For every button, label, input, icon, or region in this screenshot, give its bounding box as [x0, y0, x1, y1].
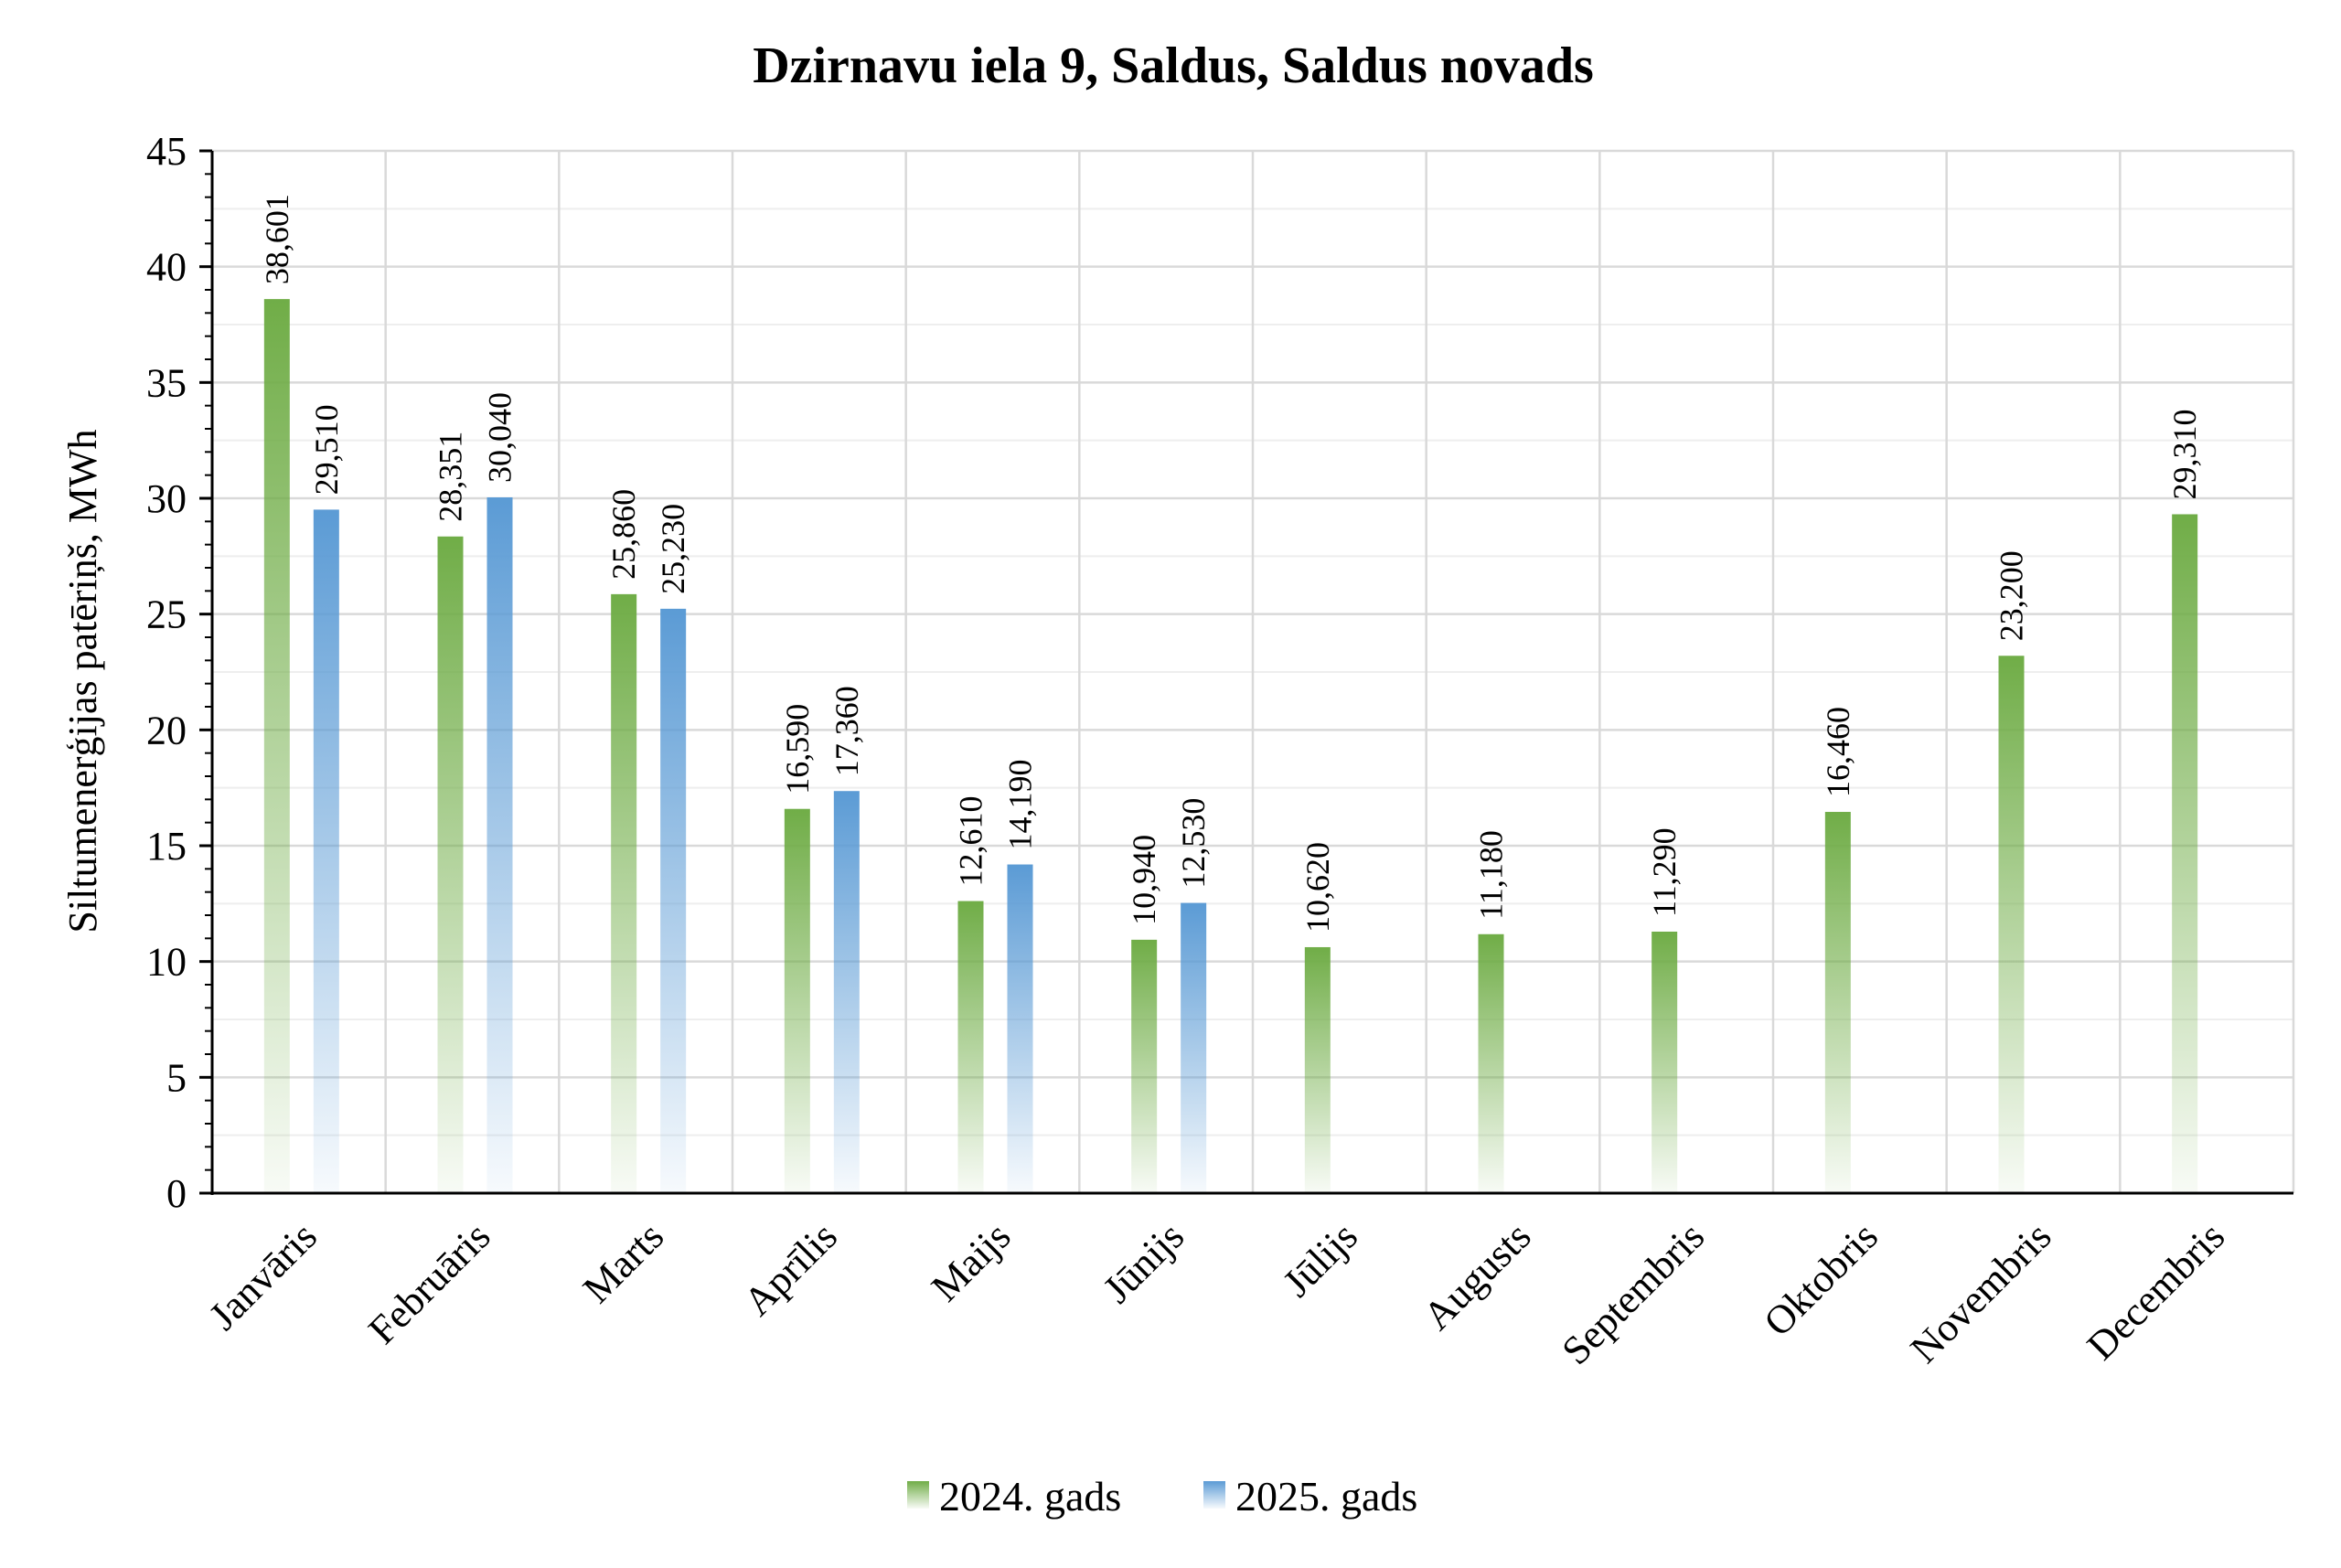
- bar-2024: [957, 901, 984, 1193]
- bar-2025: [833, 791, 860, 1193]
- data-label: 16,460: [1820, 707, 1856, 797]
- data-label: 10,620: [1299, 842, 1336, 933]
- bar-2024: [1131, 939, 1158, 1193]
- bar-2025: [486, 496, 513, 1193]
- bar-2024: [1998, 656, 2025, 1193]
- y-tick-label: 45: [146, 129, 187, 174]
- data-label: 12,610: [953, 796, 989, 887]
- y-tick-label: 40: [146, 245, 187, 290]
- y-tick-label: 30: [146, 476, 187, 521]
- y-tick-label: 25: [146, 592, 187, 637]
- legend-label-2024: 2024. gads: [939, 1473, 1121, 1520]
- y-tick-label: 0: [166, 1171, 187, 1216]
- bar-2025: [313, 509, 339, 1193]
- data-label: 23,200: [1994, 550, 2030, 641]
- data-label: 12,530: [1175, 798, 1212, 889]
- gridlines: [212, 149, 2295, 1193]
- bars: [263, 299, 2198, 1193]
- data-label: 30,040: [482, 392, 518, 483]
- axes: 0 5 10 15 20 25 30 35 40 45 Janvāris Februāris Marts…: [146, 129, 2293, 1373]
- x-tick-label: Decembris: [2079, 1213, 2233, 1368]
- x-tick-label: Janvāris: [200, 1213, 326, 1339]
- data-label: 11,180: [1473, 830, 1510, 920]
- x-tick-label: Aprīlis: [735, 1213, 846, 1324]
- bar-2024: [1478, 933, 1504, 1193]
- data-label: 25,230: [655, 504, 691, 594]
- bar-2024: [437, 536, 464, 1193]
- bar-2024: [263, 299, 290, 1193]
- y-tick-label: 5: [166, 1055, 187, 1100]
- legend-swatch-2024: [907, 1481, 929, 1509]
- bar-2024: [611, 593, 637, 1193]
- bar-2024: [1652, 931, 1678, 1193]
- x-tick-label: Septembris: [1554, 1213, 1714, 1373]
- x-tick-label: Marts: [574, 1213, 672, 1311]
- y-tick-label: 35: [146, 360, 187, 405]
- data-label: 11,290: [1646, 827, 1683, 917]
- y-tick-label: 15: [146, 824, 187, 869]
- y-axis-title: Siltumenerģijas patēriņš, MWh: [60, 429, 105, 933]
- bar-2024: [2172, 514, 2198, 1193]
- x-tick-label: Maijs: [923, 1213, 1020, 1310]
- data-label: 38,601: [259, 194, 295, 284]
- x-tick-label: Jūlijs: [1275, 1213, 1366, 1305]
- data-label: 25,860: [605, 489, 642, 580]
- y-tick-label: 10: [146, 940, 187, 985]
- data-label: 14,190: [1002, 760, 1039, 850]
- bar-2025: [660, 608, 687, 1193]
- bar-2025: [1007, 864, 1033, 1193]
- bar-2024: [1304, 946, 1331, 1193]
- data-label: 17,360: [828, 686, 865, 776]
- bar-2025: [1181, 902, 1207, 1193]
- data-label: 28,351: [433, 432, 469, 522]
- bar-2024: [784, 808, 810, 1193]
- legend: 2024. gads 2025. gads: [907, 1473, 1417, 1520]
- x-tick-label: Novembris: [1902, 1213, 2060, 1371]
- x-tick-label: Oktobris: [1755, 1213, 1887, 1345]
- data-label: 29,510: [308, 404, 345, 495]
- chart-title: Dzirnavu iela 9, Saldus, Saldus novads: [753, 37, 1594, 94]
- legend-swatch-2025: [1203, 1481, 1225, 1509]
- y-tick-label: 20: [146, 708, 187, 752]
- data-label: 10,940: [1126, 835, 1162, 925]
- x-tick-label: Februāris: [359, 1213, 498, 1352]
- bar-2024: [1824, 812, 1851, 1193]
- data-label: 16,590: [779, 704, 816, 795]
- data-labels: 38,601 28,351 25,860 16,590 12,610 10,940 10,6…: [259, 194, 2203, 933]
- legend-label-2025: 2025. gads: [1235, 1473, 1417, 1520]
- x-tick-label: Augusts: [1415, 1213, 1540, 1339]
- data-label: 29,310: [2166, 409, 2203, 499]
- x-tick-label: Jūnijs: [1095, 1213, 1192, 1311]
